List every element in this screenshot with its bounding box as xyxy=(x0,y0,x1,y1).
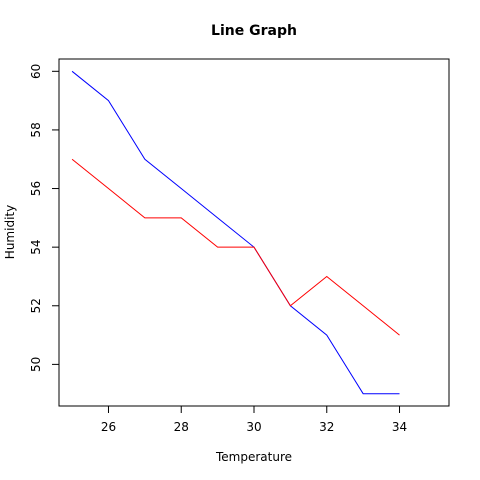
y-tick-label: 56 xyxy=(29,181,43,196)
y-tick-label: 52 xyxy=(29,298,43,313)
y-tick-label: 50 xyxy=(29,357,43,372)
x-tick-label: 34 xyxy=(392,420,407,434)
y-axis-label: Humidity xyxy=(3,205,17,259)
x-axis: 26 28 30 32 34 xyxy=(101,406,407,434)
y-tick-label: 58 xyxy=(29,122,43,137)
x-tick-label: 30 xyxy=(246,420,261,434)
series-line-1 xyxy=(71,70,400,395)
y-tick-label: 54 xyxy=(29,240,43,255)
x-tick-label: 32 xyxy=(319,420,334,434)
y-axis: 50 52 54 56 58 60 xyxy=(29,64,59,372)
plot-frame xyxy=(58,58,450,407)
chart-title: Line Graph xyxy=(211,23,297,39)
x-tick-label: 28 xyxy=(174,420,189,434)
y-tick-label: 60 xyxy=(29,64,43,79)
x-tick-label: 26 xyxy=(101,420,116,434)
series-line-2 xyxy=(71,158,400,336)
x-axis-label: Temperature xyxy=(215,450,292,464)
series-layer xyxy=(71,70,400,395)
